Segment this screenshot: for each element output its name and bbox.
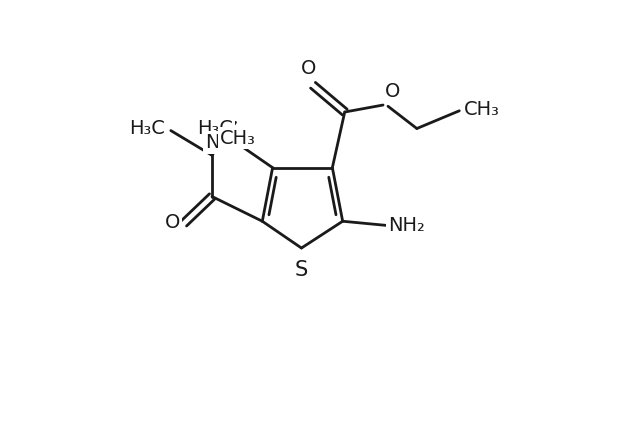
Text: N: N [205, 133, 220, 152]
Text: O: O [385, 82, 401, 101]
Text: O: O [301, 59, 317, 78]
Text: NH₂: NH₂ [388, 216, 425, 235]
Text: S: S [295, 259, 308, 279]
Text: H₃C: H₃C [198, 119, 234, 138]
Text: CH₃: CH₃ [464, 101, 500, 119]
Text: O: O [164, 213, 180, 232]
Text: CH₃: CH₃ [220, 129, 255, 147]
Text: H₃C: H₃C [129, 119, 164, 138]
